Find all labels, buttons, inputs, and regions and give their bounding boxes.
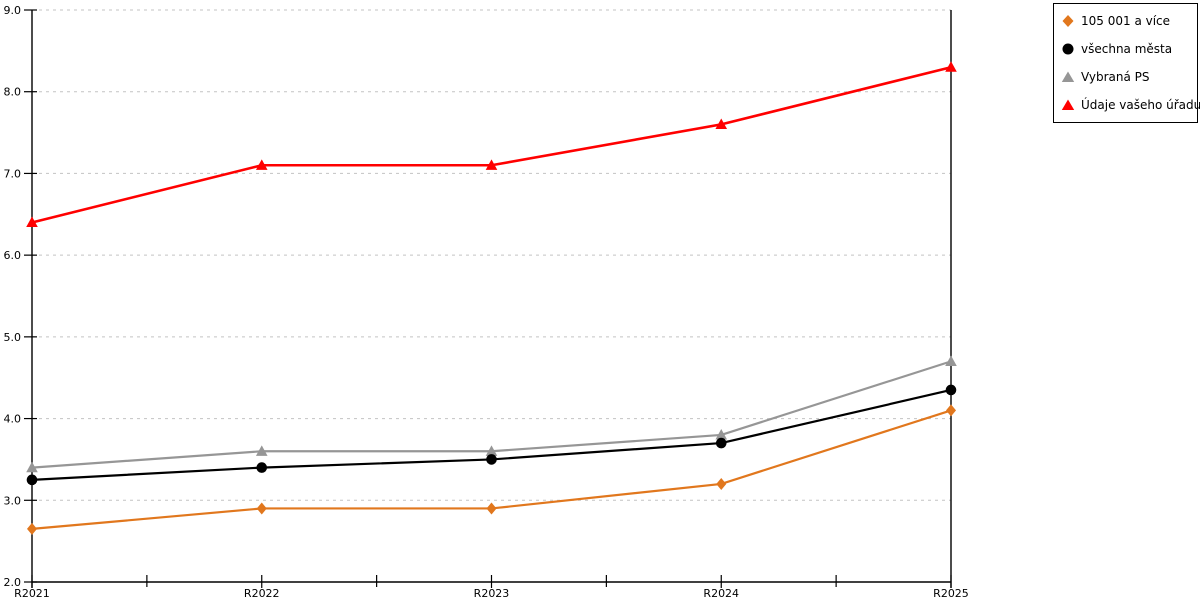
- legend-item: Údaje vašeho úřadu: [1061, 98, 1200, 112]
- legend-marker-shape: [1061, 71, 1075, 82]
- x-tick-label: R2021: [14, 587, 50, 600]
- legend-item-label: 105 001 a více: [1081, 14, 1171, 28]
- data-point-triangle: [26, 216, 38, 228]
- data-point-triangle: [255, 159, 268, 170]
- chart-legend: 105 001 a více všechna města Vybraná PS Úda…: [1053, 3, 1200, 123]
- legend-marker-shape: [1061, 99, 1075, 110]
- legend-item: všechna města: [1061, 42, 1195, 56]
- x-tick-label: R2023: [474, 587, 510, 600]
- data-point-circle: [256, 462, 268, 473]
- x-tick-label: R2022: [244, 587, 280, 600]
- series-line: [31, 65, 952, 224]
- legend-marker-shape: [1062, 43, 1074, 55]
- legend-item-label: všechna města: [1081, 42, 1173, 56]
- data-point-triangle: [945, 355, 957, 366]
- data-point-diamond: [946, 404, 956, 417]
- data-point-circle: [26, 474, 38, 486]
- series-line: [31, 388, 952, 481]
- x-tick-label: R2024: [703, 587, 739, 600]
- y-tick-label: 4.0: [4, 413, 22, 426]
- legend-item: 105 001 a více: [1061, 14, 1195, 28]
- data-point-triangle: [945, 61, 957, 72]
- legend-item: Vybraná PS: [1061, 70, 1195, 84]
- y-tick-label: 7.0: [4, 167, 22, 180]
- data-point-triangle: [26, 461, 38, 473]
- data-point-triangle: [715, 118, 728, 129]
- data-point-diamond: [27, 522, 37, 535]
- legend-marker-shape: [1062, 15, 1074, 27]
- data-point-diamond: [716, 477, 727, 490]
- data-point-circle: [486, 454, 497, 465]
- data-point-diamond: [486, 502, 497, 515]
- data-point-triangle: [485, 159, 498, 170]
- y-tick-label: 9.0: [4, 4, 22, 17]
- data-point-triangle: [485, 445, 498, 456]
- legend-marker-diamond-icon: [1062, 15, 1074, 27]
- legend-marker-triangle-icon: [1061, 71, 1075, 82]
- data-point-circle: [945, 384, 957, 396]
- y-tick-label: 6.0: [4, 249, 22, 262]
- data-point-circle: [715, 437, 727, 449]
- legend-marker-triangle-icon: [1061, 99, 1075, 110]
- y-tick-label: 8.0: [4, 86, 22, 99]
- data-point-diamond: [256, 502, 267, 515]
- y-tick-label: 5.0: [4, 331, 22, 344]
- legend-marker-circle-icon: [1062, 43, 1074, 55]
- data-point-triangle: [255, 445, 268, 456]
- legend-item-label: Údaje vašeho úřadu: [1081, 98, 1200, 112]
- data-point-triangle: [715, 429, 728, 440]
- y-tick-label: 3.0: [4, 494, 22, 507]
- x-tick-label: R2025: [933, 587, 969, 600]
- y-tick-label: 2.0: [4, 576, 22, 589]
- legend-item-label: Vybraná PS: [1081, 70, 1150, 84]
